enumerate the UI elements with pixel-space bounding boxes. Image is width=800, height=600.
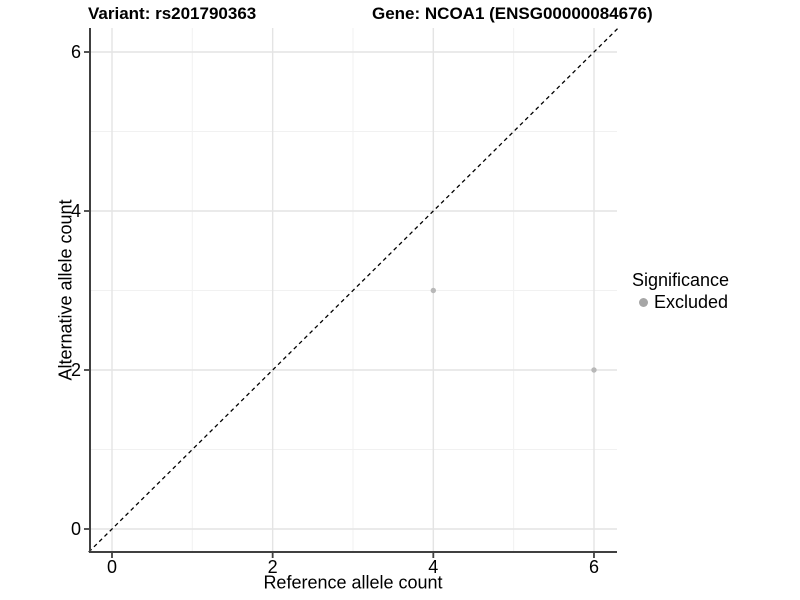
identity-line: [88, 27, 619, 553]
y-tick-label: 2: [71, 360, 81, 380]
legend-entry-label: Excluded: [654, 292, 729, 312]
data-point: [591, 367, 597, 373]
legend-entry-excluded: Excluded: [632, 292, 729, 312]
excluded-point-icon: [639, 297, 648, 307]
x-tick-label: 2: [268, 557, 278, 577]
x-axis-title: Reference allele count: [263, 572, 443, 593]
y-tick-label: 6: [71, 42, 81, 62]
x-tick-label: 0: [107, 557, 117, 577]
y-axis-title: Alternative allele count: [55, 199, 76, 381]
gene-title: Gene: NCOA1 (ENSG00000084676): [372, 4, 653, 23]
legend: Significance Excluded: [632, 270, 729, 312]
legend-title: Significance: [632, 270, 730, 290]
data-point: [430, 287, 437, 294]
y-tick-label: 4: [71, 201, 81, 221]
x-tick-label: 6: [589, 557, 599, 577]
x-tick-label: 4: [428, 557, 438, 577]
variant-title: Variant: rs201790363: [88, 4, 257, 23]
y-tick-label: 0: [71, 519, 81, 539]
